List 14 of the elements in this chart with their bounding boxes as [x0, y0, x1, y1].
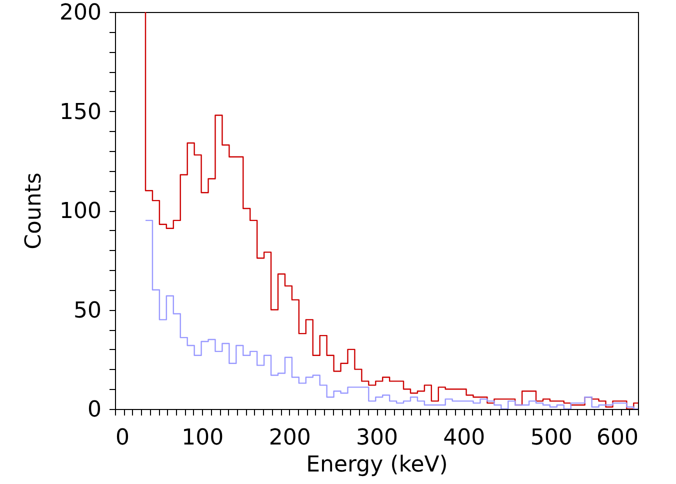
y-tick-label: 50 [74, 298, 102, 324]
x-tick-label: 100 [182, 426, 224, 450]
x-tick-label: 400 [443, 426, 486, 450]
y-axis-title: Counts [22, 172, 47, 250]
x-axis-title: Energy (keV) [306, 452, 448, 478]
x-tick-label: 600 [596, 426, 638, 450]
x-tick-label: 500 [530, 426, 572, 450]
y-tick-label: 0 [88, 398, 102, 422]
y-tick-label: 150 [60, 100, 102, 125]
y-tick-label: 100 [60, 199, 102, 224]
x-tick-label: 300 [356, 426, 398, 450]
y-tick-label: 200 [60, 0, 102, 26]
x-tick-label: 200 [268, 426, 311, 450]
x-tick-label: 0 [116, 426, 130, 450]
